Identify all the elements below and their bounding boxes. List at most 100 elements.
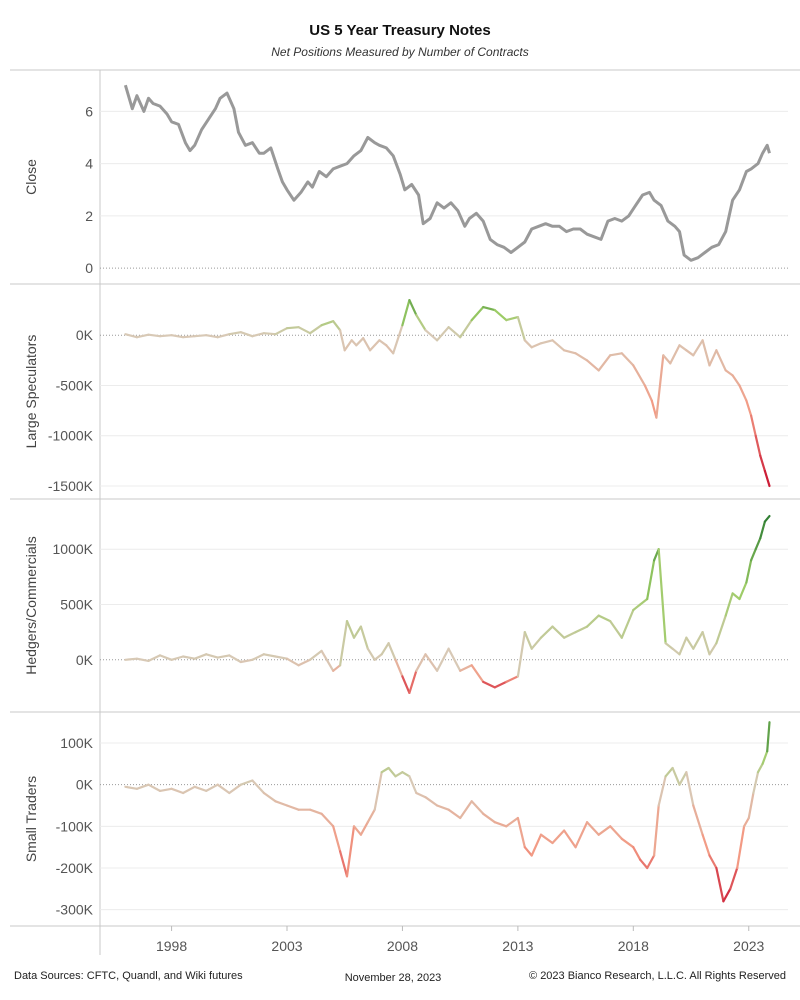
series-segment [530,833,543,857]
series-segment [373,771,383,811]
series-segment [436,647,450,672]
series-segment [158,654,173,661]
series-segment [228,654,242,664]
series-segment [738,581,748,601]
series-segment [585,359,600,372]
series-segment [562,630,577,639]
y-tick-label: 100K [60,735,93,751]
series-segment [297,326,312,335]
series-segment [597,354,612,372]
series-segment [738,384,748,402]
panel-small_traders: 100K 0K -100K -200K -300K Small Traders [10,721,800,927]
series-segment [447,647,462,672]
series-segment [482,680,496,689]
series-segment [339,329,346,352]
series-segment [332,664,342,672]
series-segment [749,548,757,562]
series-segment [380,642,390,656]
series-segment [470,664,485,684]
series-segment [415,653,427,672]
series-segment [701,339,711,367]
series-segment [297,658,312,667]
series-segment [722,887,732,903]
series-segment [158,334,173,338]
series-segment [436,326,450,342]
series-segment [182,785,196,795]
series-segment [530,342,543,349]
series-segment [585,821,600,836]
series-segment [724,592,734,617]
series-segment [424,653,439,672]
series-segment [345,619,356,639]
series-segment [274,655,289,660]
series-segment [505,816,520,828]
panel-large_speculators: 0K -500K -1000K -1500K Large Speculators [10,299,800,500]
series-segment [251,779,265,795]
series-segment [170,334,185,339]
series-segment [574,352,589,362]
series-segment [147,783,162,793]
series-segment [285,804,300,811]
y-tick-label: 6 [85,103,93,119]
series-segment [345,825,356,878]
series-segment [652,804,660,857]
y-tick-label: -300K [56,902,94,918]
y-tick-label: 0K [76,777,94,793]
series-segment [482,306,496,312]
series-segment [401,675,411,695]
series-segment [516,630,526,678]
series-segment [385,344,395,355]
series-segment [424,796,439,807]
series-segment [369,339,381,352]
series-segment [657,775,667,807]
series-segment [380,766,390,774]
series-segment [756,762,764,774]
series-segment [655,354,665,419]
series-line-small_traders [124,721,771,903]
series-segment [350,339,358,347]
y-tick-label: -500K [56,377,94,393]
series-segment [147,654,162,663]
series-segment [745,559,753,584]
series-segment [752,771,760,795]
series-segment [646,854,656,870]
series-segment [362,337,372,352]
x-tick-label: 2003 [271,938,302,954]
series-segment [274,800,289,807]
y-axis-label: Close [23,159,39,195]
series-segment [609,352,623,357]
series-segment [678,636,688,656]
series-segment [759,520,767,540]
series-segment [692,339,704,357]
y-axis-label: Small Traders [23,776,39,862]
series-segment [251,653,265,661]
series-segment [193,334,208,338]
series-segment [262,791,277,803]
series-segment [715,866,725,903]
series-segment [394,658,404,678]
series-segment [228,331,242,336]
series-segment [332,320,342,332]
y-axis-label: Large Speculators [23,335,39,449]
series-segment [355,337,365,347]
footer-copyright: © 2023 Bianco Research, L.L.C. All Right… [529,970,786,982]
series-segment [551,625,566,639]
series-segment [205,783,219,793]
footer-date: November 28, 2023 [345,972,442,984]
series-segment [147,333,162,338]
y-tick-label: -100K [56,818,94,834]
y-axis-label: Hedgers/Commercials [23,536,39,674]
x-tick-label: 2023 [733,938,764,954]
series-segment [239,779,254,786]
series-segment [135,783,150,790]
series-segment [459,319,473,339]
series-segment [320,649,335,672]
y-tick-label: 2 [85,208,93,224]
series-segment [470,306,485,322]
series-segment [366,647,376,661]
series-segment [459,664,473,672]
series-segment [309,324,323,335]
series-segment [669,344,681,365]
series-segment [551,339,566,352]
series-segment [530,636,543,650]
